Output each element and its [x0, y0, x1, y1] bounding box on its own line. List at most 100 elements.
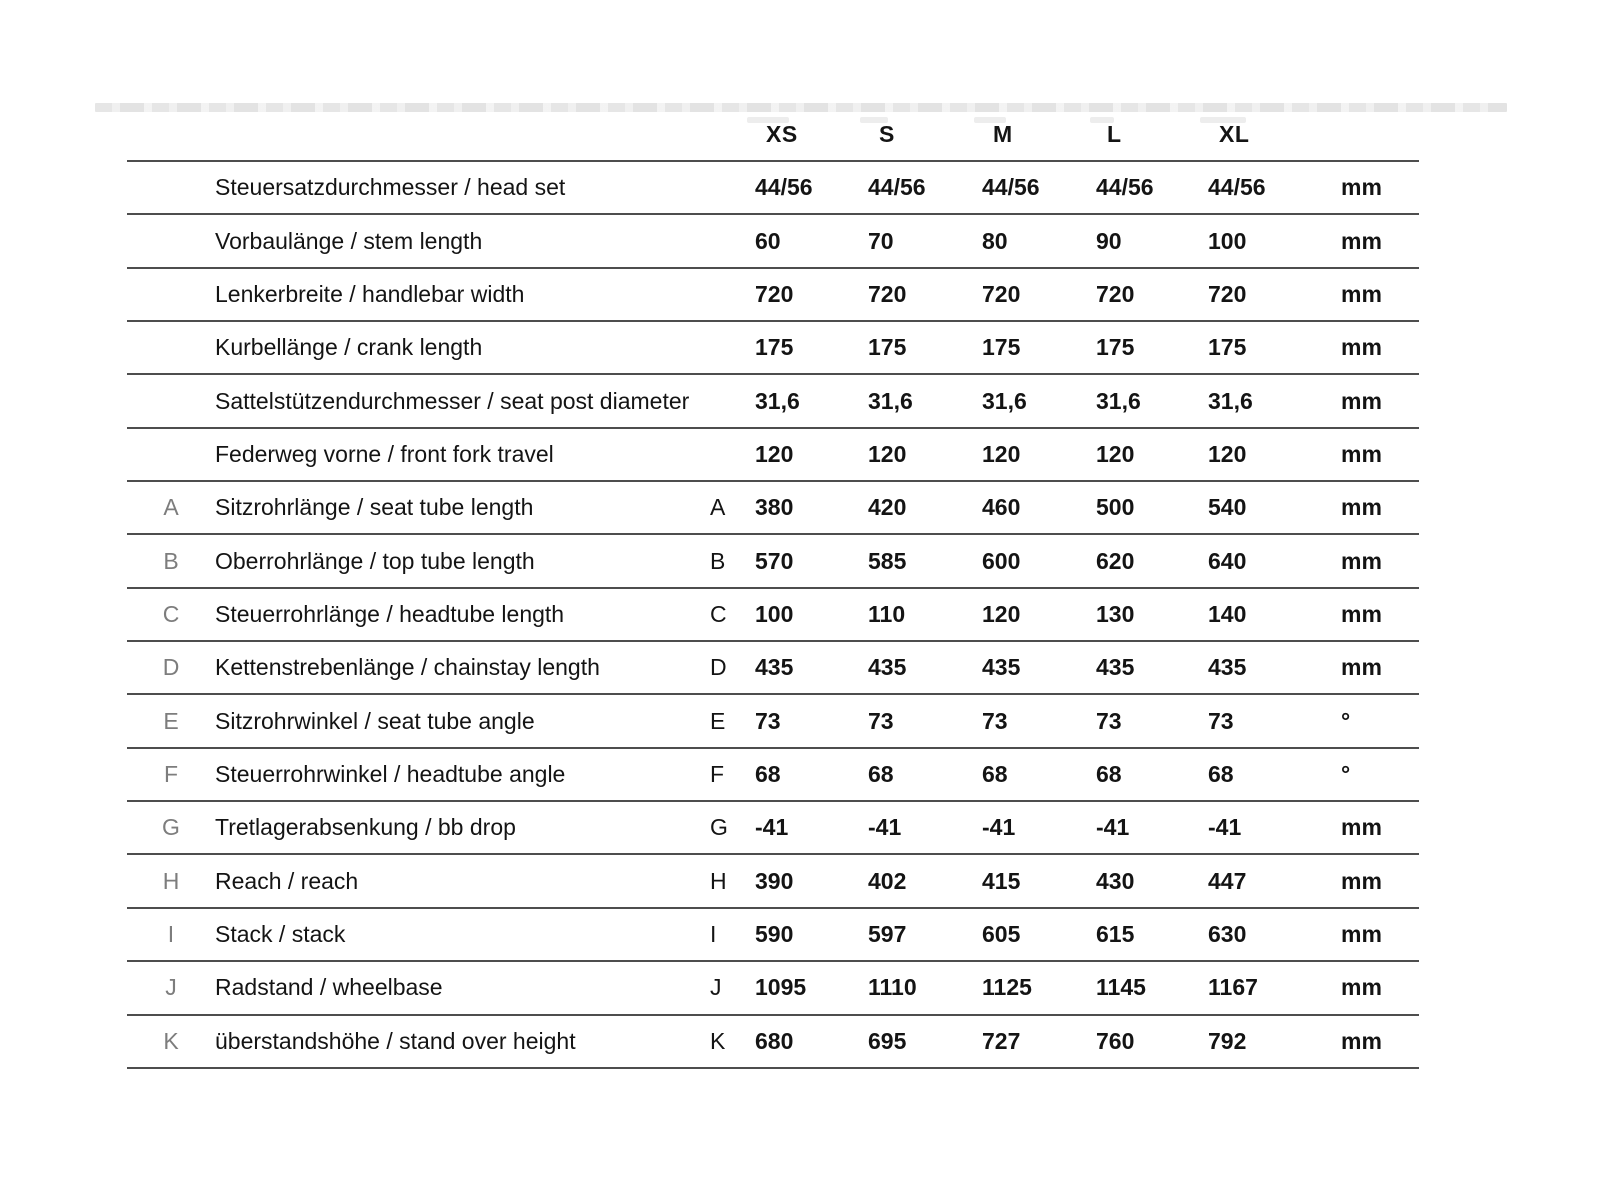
spec-label: Radstand / wheelbase [215, 974, 443, 1001]
spec-value-m: 1125 [982, 974, 1032, 1001]
spec-value-l: 31,6 [1096, 387, 1141, 414]
spec-value-s: 68 [868, 760, 894, 787]
spec-value-xl: 630 [1208, 920, 1247, 947]
table-row: Sattelstützendurchmesser / seat post dia… [127, 373, 1419, 426]
row-letter-repeat: G [710, 814, 728, 841]
table-header-row: XS S M L XL [127, 109, 1419, 160]
spec-value-s: 73 [868, 707, 894, 734]
spec-value-l: 615 [1096, 920, 1135, 947]
spec-value-xl: 31,6 [1208, 387, 1253, 414]
table-row: J Radstand / wheelbase J 1095 1110 1125 … [127, 960, 1419, 1013]
spec-value-m: 31,6 [982, 387, 1027, 414]
row-letter-repeat: B [710, 547, 726, 574]
table-row: A Sitzrohrlänge / seat tube length A 380… [127, 480, 1419, 533]
unit-label: mm [1341, 547, 1382, 574]
unit-label: mm [1341, 227, 1382, 254]
spec-value-xs: 590 [755, 920, 794, 947]
spec-value-xl: 140 [1208, 600, 1247, 627]
row-letter: C [162, 600, 180, 627]
spec-value-xl: 73 [1208, 707, 1234, 734]
spec-value-s: -41 [868, 814, 902, 841]
spec-value-xl: 792 [1208, 1027, 1247, 1054]
spec-value-xs: -41 [755, 814, 789, 841]
spec-value-xs: 175 [755, 334, 794, 361]
row-letter: A [163, 494, 179, 521]
spec-value-xs: 680 [755, 1027, 794, 1054]
table-row: E Sitzrohrwinkel / seat tube angle E 73 … [127, 693, 1419, 746]
spec-value-xs: 1095 [755, 974, 807, 1001]
spec-value-xl: 175 [1208, 334, 1247, 361]
spec-value-l: 430 [1096, 867, 1135, 894]
spec-value-xl: 720 [1208, 280, 1247, 307]
row-letter: D [162, 654, 180, 681]
spec-label: Oberrohrlänge / top tube length [215, 547, 535, 574]
spec-value-xs: 720 [755, 280, 794, 307]
row-letter-repeat: J [710, 974, 722, 1001]
unit-label: mm [1341, 334, 1382, 361]
spec-value-l: 175 [1096, 334, 1135, 361]
spec-label: Sitzrohrlänge / seat tube length [215, 494, 534, 521]
row-letter: H [162, 867, 180, 894]
unit-label: mm [1341, 920, 1382, 947]
spec-value-s: 70 [868, 227, 894, 254]
size-column-header-s: S [879, 121, 895, 147]
row-letter: G [162, 814, 180, 841]
spec-value-s: 420 [868, 494, 907, 521]
unit-label: mm [1341, 1027, 1382, 1054]
spec-value-m: 435 [982, 654, 1021, 681]
spec-value-l: 73 [1096, 707, 1122, 734]
spec-value-l: 720 [1096, 280, 1135, 307]
spec-value-xs: 435 [755, 654, 794, 681]
spec-value-xl: 44/56 [1208, 174, 1266, 201]
table-row: G Tretlagerabsenkung / bb drop G -41 -41… [127, 800, 1419, 853]
spec-label: Steuerrohrwinkel / headtube angle [215, 760, 566, 787]
size-column-header-m: M [993, 121, 1013, 147]
row-letter-repeat: E [710, 707, 726, 734]
spec-value-xs: 44/56 [755, 174, 813, 201]
spec-value-m: 120 [982, 440, 1021, 467]
spec-value-xs: 68 [755, 760, 781, 787]
spec-value-l: 620 [1096, 547, 1135, 574]
spec-value-m: 68 [982, 760, 1008, 787]
row-letter-repeat: C [710, 600, 727, 627]
table-row: I Stack / stack I 590 597 605 615 630 mm [127, 906, 1419, 960]
row-letter-repeat: K [710, 1027, 726, 1054]
table-row: Steuersatzdurchmesser / head set 44/56 4… [127, 160, 1419, 213]
spec-value-s: 585 [868, 547, 907, 574]
spec-value-xl: 120 [1208, 440, 1247, 467]
spec-value-xl: 1167 [1208, 974, 1258, 1001]
spec-value-l: 435 [1096, 654, 1135, 681]
row-letter-repeat: F [710, 760, 725, 787]
scan-artifact-smudge [747, 117, 789, 123]
row-letter: I [167, 920, 175, 947]
spec-value-s: 435 [868, 654, 907, 681]
spec-value-xl: 640 [1208, 547, 1247, 574]
unit-label: mm [1341, 174, 1382, 201]
unit-label: mm [1341, 600, 1382, 627]
spec-value-s: 597 [868, 920, 907, 947]
spec-value-l: 760 [1096, 1027, 1135, 1054]
row-letter-repeat: D [710, 654, 727, 681]
spec-value-xl: 68 [1208, 760, 1234, 787]
spec-value-xs: 390 [755, 867, 794, 894]
spec-value-l: -41 [1096, 814, 1130, 841]
table-row: Kurbellänge / crank length 175 175 175 1… [127, 320, 1419, 373]
table-row: C Steuerrohrlänge / headtube length C 10… [127, 586, 1419, 640]
size-column-header-xl: XL [1219, 121, 1250, 147]
spec-label: Kurbellänge / crank length [215, 334, 483, 361]
table-row: Vorbaulänge / stem length 60 70 80 90 10… [127, 213, 1419, 266]
unit-label: mm [1341, 440, 1382, 467]
row-letter: F [163, 760, 179, 787]
scan-artifact-smudge [1090, 117, 1114, 123]
spec-value-s: 175 [868, 334, 907, 361]
spec-value-l: 68 [1096, 760, 1122, 787]
table-row: Federweg vorne / front fork travel 120 1… [127, 426, 1419, 480]
spec-value-xl: 100 [1208, 227, 1247, 254]
spec-label: Lenkerbreite / handlebar width [215, 280, 525, 307]
spec-value-s: 110 [868, 600, 906, 627]
spec-value-xs: 73 [755, 707, 781, 734]
spec-value-m: -41 [982, 814, 1016, 841]
scan-artifact-smudge [974, 117, 1006, 123]
spec-value-s: 120 [868, 440, 907, 467]
unit-label: ° [1341, 707, 1351, 734]
